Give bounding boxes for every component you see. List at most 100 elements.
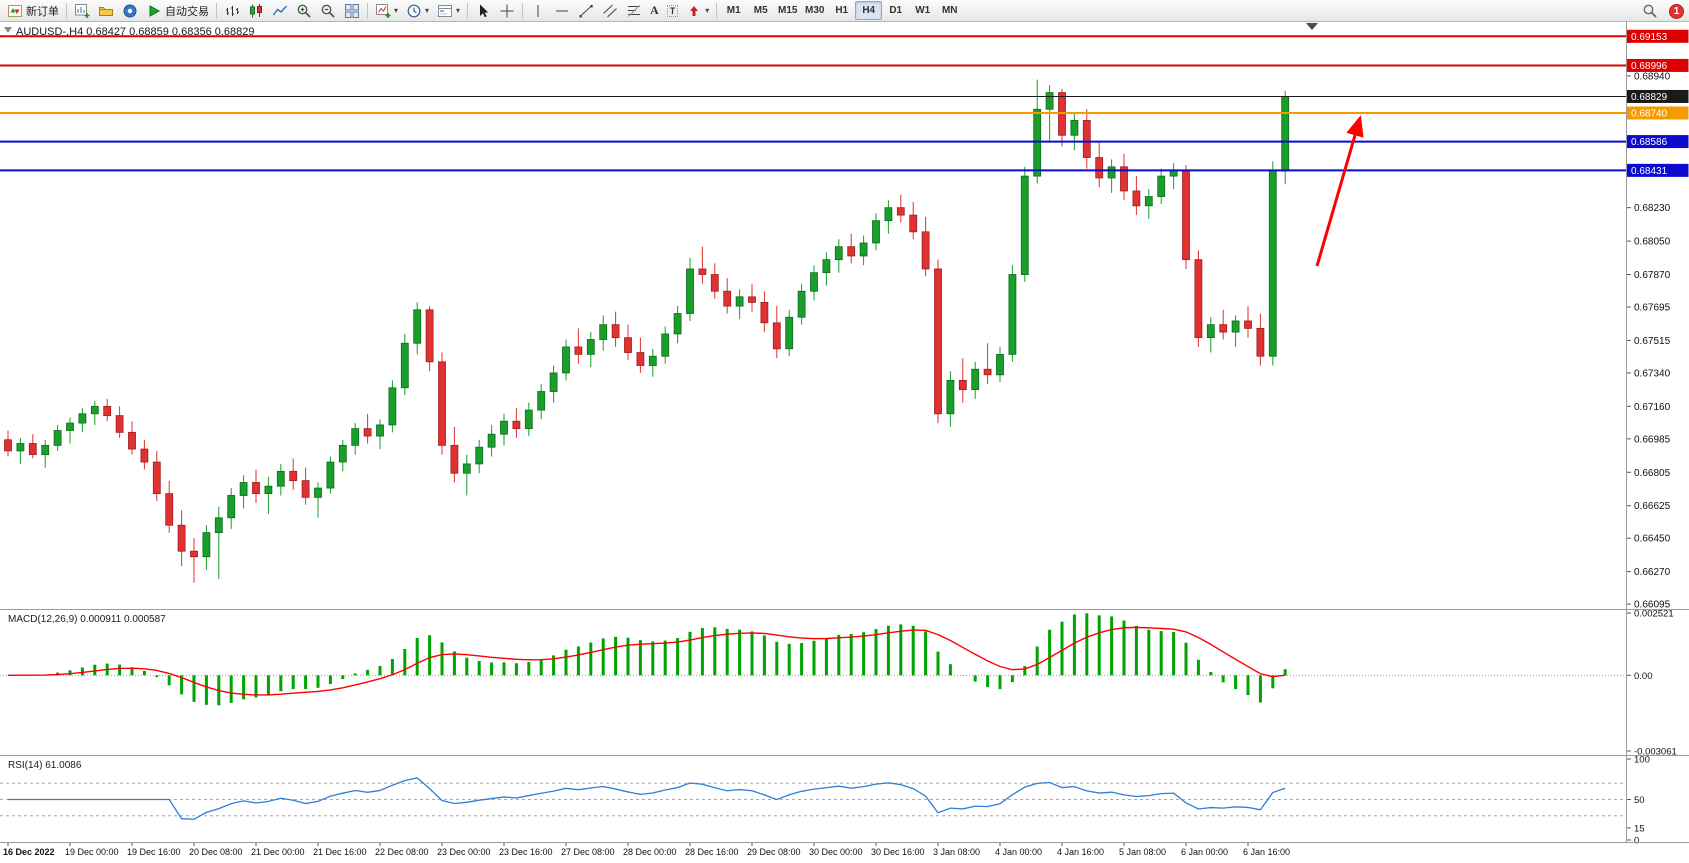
indicators-icon — [376, 3, 391, 18]
autotrading-button[interactable]: 自动交易 — [142, 1, 213, 20]
candle — [351, 428, 360, 446]
timeframe-m30-button[interactable]: M30 — [801, 1, 828, 20]
chevron-down-icon: ▾ — [456, 5, 461, 15]
timeframe-m15-button[interactable]: M15 — [774, 1, 801, 20]
time-axis-label: 23 Dec 00:00 — [437, 847, 491, 857]
profiles-button[interactable] — [94, 1, 118, 20]
candle — [611, 324, 620, 339]
price-tick-label: 0.66985 — [1634, 434, 1671, 445]
annotation-arrow[interactable] — [1315, 115, 1364, 267]
fibonacci-tool-button[interactable] — [622, 1, 646, 20]
zoom-out-button[interactable] — [316, 1, 340, 20]
candle — [797, 290, 806, 318]
cursor-tool-button[interactable] — [471, 1, 495, 20]
candle — [847, 246, 856, 257]
candle — [1219, 324, 1228, 333]
candle — [289, 470, 298, 482]
timeframe-w1-button[interactable]: W1 — [909, 1, 936, 20]
time-axis-label: 29 Dec 08:00 — [747, 847, 801, 857]
crosshair-tool-button[interactable] — [495, 1, 519, 20]
text-tool-icon: A — [650, 3, 659, 17]
new-chart-icon — [75, 3, 90, 18]
candle — [363, 428, 372, 437]
price-tick-label: 0.67160 — [1634, 402, 1671, 413]
candle — [884, 207, 893, 222]
candle — [624, 337, 632, 353]
candle — [946, 379, 955, 415]
text-label-icon: T — [666, 4, 679, 17]
chart-shift-marker[interactable] — [1306, 23, 1318, 30]
price-level-label — [1626, 89, 1689, 103]
vertical-line-icon — [537, 4, 539, 17]
symbol-info: AUDUSD-,H4 0.68427 0.68859 0.68356 0.688… — [16, 26, 255, 38]
arrows-tool-button[interactable]: ▾ — [682, 1, 713, 20]
candle — [338, 444, 347, 463]
candle — [735, 296, 744, 307]
community-button[interactable] — [118, 1, 142, 20]
timeframe-h1-button[interactable]: H1 — [828, 1, 855, 20]
clock-icon — [407, 4, 421, 17]
timeframe-m5-button[interactable]: M5 — [747, 1, 774, 20]
candle — [1095, 157, 1104, 179]
new-order-label: 新订单 — [26, 5, 59, 18]
macd-scale-label: 0.00 — [1634, 671, 1653, 682]
channel-tool-button[interactable] — [598, 1, 622, 20]
arrow-object-icon — [690, 5, 699, 16]
candle — [1033, 108, 1042, 177]
tile-windows-button[interactable] — [340, 1, 364, 20]
horizontal-line-tool-button[interactable] — [550, 1, 574, 20]
candle — [760, 301, 769, 324]
candle — [549, 372, 558, 392]
candle — [152, 461, 161, 495]
new-chart-button[interactable] — [70, 1, 94, 20]
notification-badge[interactable]: 1 — [1669, 3, 1684, 19]
macd-scale-label: -0.003061 — [1634, 747, 1677, 758]
zoom-in-button[interactable] — [292, 1, 316, 20]
candle — [562, 346, 570, 374]
candle — [388, 387, 397, 426]
candle — [1268, 170, 1277, 357]
line-chart-mode-button[interactable] — [268, 1, 292, 20]
price-level-label — [1626, 135, 1689, 149]
new-order-button[interactable]: 新订单 — [3, 1, 63, 20]
candle — [475, 446, 484, 465]
time-axis-label: 23 Dec 16:00 — [499, 847, 553, 857]
candle — [748, 296, 756, 303]
timeframe-h4-button[interactable]: H4 — [855, 1, 883, 20]
vertical-line-tool-button[interactable] — [526, 1, 550, 20]
chart-area[interactable]: 0.68940 0.68230 0.68050 0.67870 0.67695 0.675… — [0, 22, 1689, 863]
bar-chart-mode-button[interactable] — [220, 1, 244, 20]
candle — [438, 361, 446, 446]
tile-windows-icon — [345, 3, 359, 18]
timeframe-m1-button[interactable]: M1 — [720, 1, 747, 20]
candle — [909, 214, 918, 233]
timeframe-mn-button[interactable]: MN — [936, 1, 963, 20]
candle — [190, 550, 198, 558]
price-tick-label: 0.67870 — [1634, 270, 1671, 281]
candle — [1169, 170, 1178, 177]
candle — [376, 424, 384, 437]
time-axis-label: 21 Dec 00:00 — [251, 847, 305, 857]
time-axis-label: 16 Dec 2022 — [3, 847, 55, 857]
profiles-icon — [99, 6, 113, 16]
text-label-tool-button[interactable]: T — [663, 1, 683, 20]
text-tool-button[interactable]: A — [646, 1, 663, 20]
rsi-line — [8, 777, 1286, 820]
candle — [103, 405, 112, 417]
price-level-label — [1626, 163, 1689, 177]
candle — [78, 413, 87, 424]
candlestick-icon — [250, 3, 262, 17]
trendline-icon — [579, 4, 593, 17]
templates-button[interactable]: ▾ — [433, 1, 464, 20]
trendline-tool-button[interactable] — [574, 1, 598, 20]
indicators-button[interactable]: ▾ — [371, 1, 402, 20]
symbol-collapse-icon[interactable] — [4, 27, 12, 33]
timeframe-d1-button[interactable]: D1 — [882, 1, 909, 20]
price-tick-label: 0.68050 — [1634, 237, 1671, 248]
horizontal-line-icon — [556, 10, 569, 11]
periods-button[interactable]: ▾ — [402, 1, 433, 20]
search-button[interactable] — [1638, 2, 1662, 21]
candle — [1070, 120, 1079, 136]
time-axis-label: 19 Dec 00:00 — [65, 847, 119, 857]
candlestick-mode-button[interactable] — [244, 1, 268, 20]
